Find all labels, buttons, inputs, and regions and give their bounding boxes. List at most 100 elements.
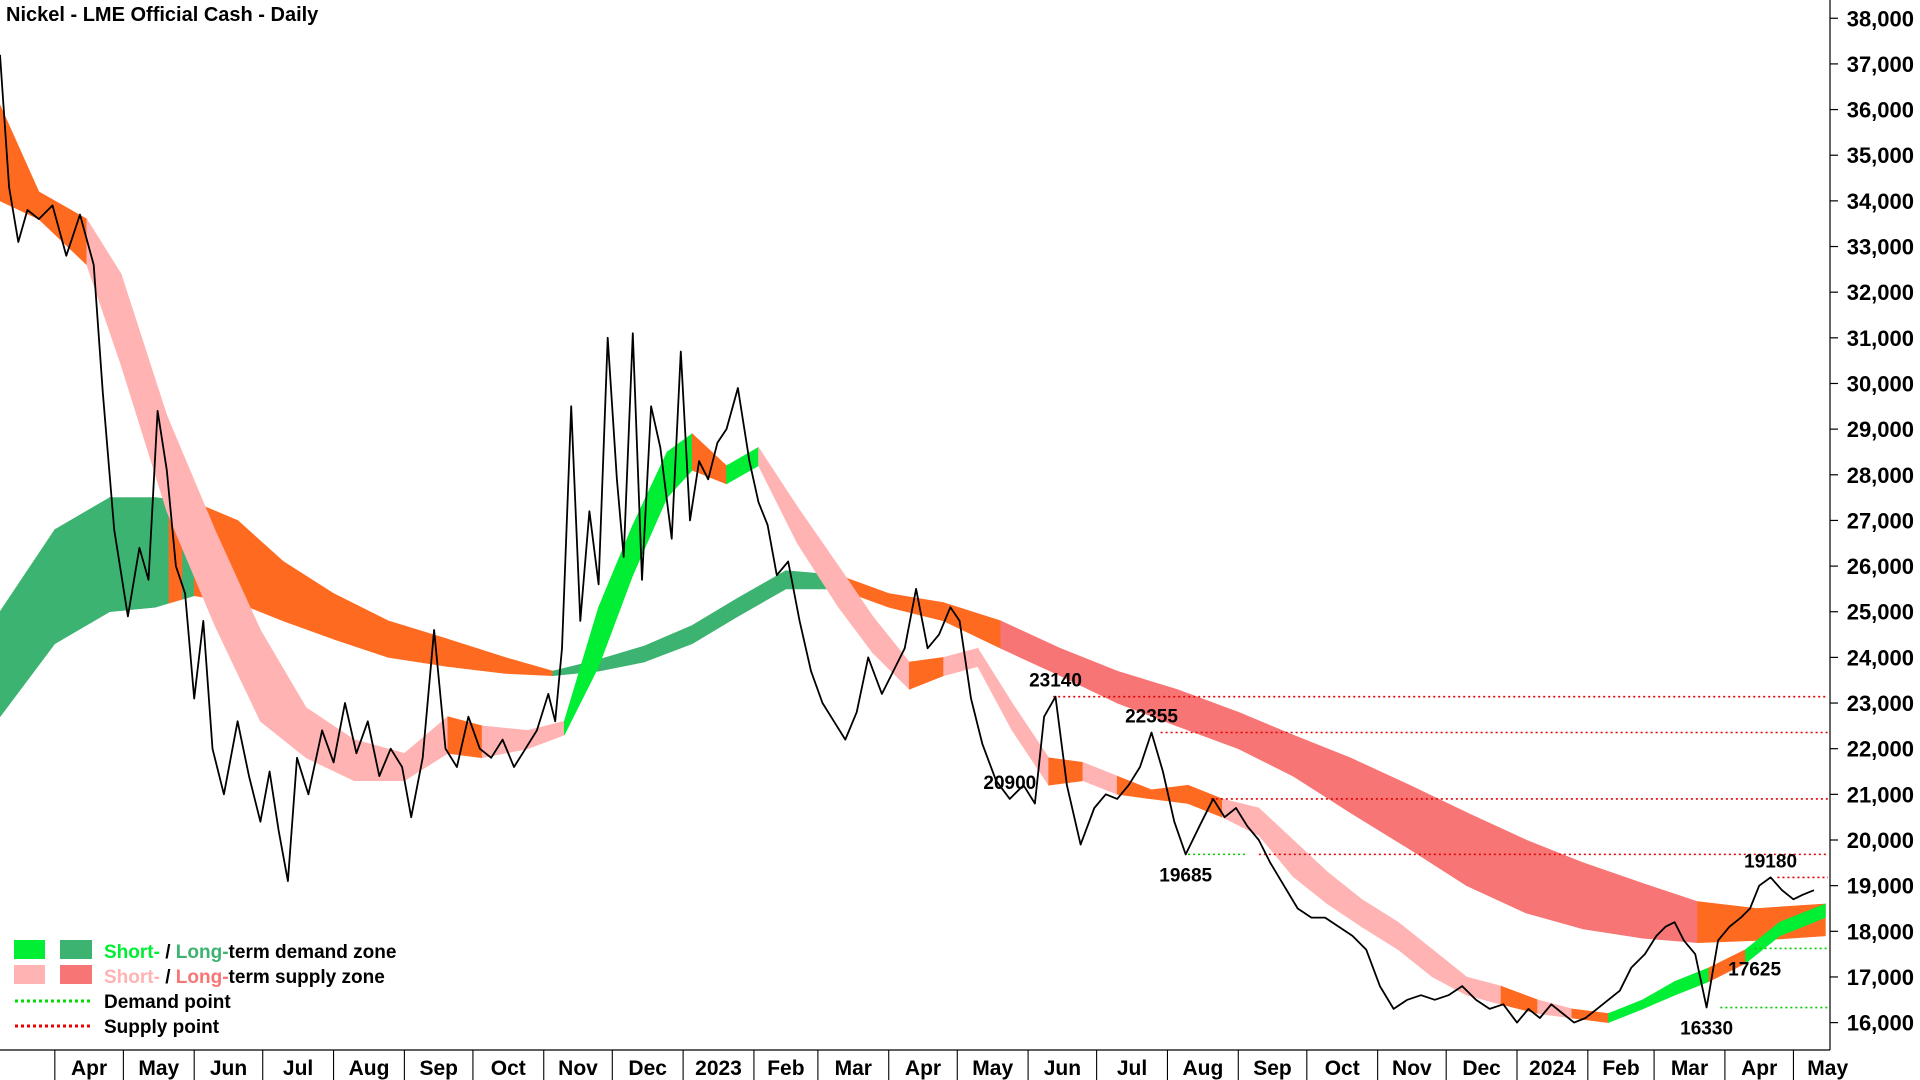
y-tick-label: 17,000: [1847, 965, 1914, 990]
short-term-zone-segment: [481, 725, 529, 759]
short-term-zone-segment: [1466, 976, 1502, 1005]
point-label: 16330: [1680, 1019, 1733, 1040]
legend-label-part: Short-: [104, 967, 160, 988]
y-tick-label: 18,000: [1847, 919, 1914, 944]
y-tick-label: 20,000: [1847, 828, 1914, 853]
x-tick-label: Oct: [1325, 1057, 1360, 1080]
long-term-zone-segment: [1349, 757, 1410, 850]
short-term-zone-segment: [86, 218, 122, 366]
long-term-zone-segment: [644, 624, 693, 663]
short-term-zone-segment: [38, 191, 88, 266]
y-tick-label: 27,000: [1847, 508, 1914, 533]
y-tick-label: 24,000: [1847, 645, 1914, 670]
legend-label: Demand point: [104, 992, 231, 1013]
short-term-zone-segment: [447, 716, 483, 759]
x-tick-label: May: [972, 1057, 1013, 1080]
legend-label-part: Demand point: [104, 992, 231, 1013]
short-term-zone-segment: [1258, 807, 1294, 878]
short-term-zone-segment: [1327, 871, 1362, 928]
long-term-zone-segment: [1525, 839, 1584, 930]
legend-label-part: term supply zone: [229, 967, 385, 988]
y-tick-label: 29,000: [1847, 417, 1914, 442]
price-line: [0, 54, 1815, 1024]
long-term-zone-segment: [283, 560, 334, 640]
short-term-zone-segment: [1642, 980, 1675, 1010]
short-term-zone-segment: [598, 524, 634, 667]
annotations-layer: 23140 22355 20900 19180 19685 17625 16330: [983, 671, 1797, 1040]
long-term-zone-segment: [0, 528, 56, 718]
point-label: 23140: [1029, 671, 1082, 692]
y-tick-label: 33,000: [1847, 235, 1914, 260]
long-term-zone-segment: [888, 593, 944, 622]
x-tick-label: Feb: [1602, 1057, 1639, 1080]
long-term-zone-segment: [1292, 734, 1351, 814]
short-term-zone-segment: [1432, 948, 1467, 996]
y-tick-label: 22,000: [1847, 737, 1914, 762]
price-line-layer: [0, 54, 1815, 1024]
long-term-zone-segment: [1409, 784, 1467, 887]
short-term-zone-segment: [1187, 784, 1223, 818]
chart-title: Nickel - LME Official Cash - Daily: [6, 4, 319, 26]
short-term-zone-segment: [943, 647, 979, 677]
x-tick-label: Oct: [491, 1057, 526, 1080]
short-term-zone-segment: [797, 505, 839, 609]
y-tick-label: 19,000: [1847, 874, 1914, 899]
legend-label-part: /: [160, 942, 176, 963]
short-term-zone-segment: [872, 615, 910, 691]
y-tick-label: 30,000: [1847, 372, 1914, 397]
y-tick-label: 21,000: [1847, 782, 1914, 807]
long-term-zone-segment: [54, 497, 110, 645]
y-tick-label: 28,000: [1847, 463, 1914, 488]
short-term-zone-segment: [0, 104, 40, 220]
short-term-zone-segment: [1082, 761, 1118, 795]
short-term-zone-segment: [1116, 775, 1152, 800]
y-tick-label: 36,000: [1847, 98, 1914, 123]
x-tick-label: Feb: [767, 1057, 804, 1080]
x-tick-label: Jun: [210, 1057, 247, 1080]
x-tick-label: Dec: [1462, 1057, 1501, 1080]
legend-label-part: Long-: [176, 942, 229, 963]
x-tick-label: May: [1807, 1057, 1848, 1080]
short-term-zone-segment: [1608, 999, 1643, 1024]
long-term-zone-segment: [1642, 882, 1698, 944]
y-tick-label: 35,000: [1847, 143, 1914, 168]
long-term-zone-segment: [1176, 688, 1239, 750]
long-term-zone-segment: [1697, 901, 1758, 944]
y-tick-label: 38,000: [1847, 6, 1914, 31]
x-tick-label: Dec: [628, 1057, 667, 1080]
short-term-zone-segment: [977, 647, 1013, 731]
long-term-zone-segment: [737, 570, 787, 617]
point-label: 19685: [1159, 865, 1212, 886]
legend-label-part: term demand zone: [229, 942, 397, 963]
long-term-zone-segment: [109, 497, 156, 613]
legend-label: Supply point: [104, 1017, 220, 1038]
legend-swatch-short: [14, 965, 45, 984]
short-term-zone-segment: [260, 628, 307, 759]
long-term-zone-segment: [691, 597, 739, 645]
x-tick-label: Nov: [558, 1057, 598, 1080]
x-tick-label: Apr: [905, 1057, 941, 1080]
supply-demand-points-layer: [1053, 695, 1828, 1009]
long-term-zone-segment: [155, 497, 170, 608]
short-term-zone-segment: [1361, 898, 1399, 951]
legend-label: Short- / Long-term demand zone: [104, 942, 396, 963]
x-tick-label: Sep: [419, 1057, 458, 1080]
x-tick-label: Apr: [71, 1057, 107, 1080]
y-tick-label: 31,000: [1847, 326, 1914, 351]
long-term-zone-segment: [1466, 812, 1527, 914]
long-term-zone-segment: [333, 593, 389, 658]
short-term-zone-segment: [1397, 921, 1433, 978]
legend-swatch-long: [60, 940, 92, 959]
x-tick-label: May: [138, 1057, 179, 1080]
point-label: 17625: [1728, 959, 1781, 980]
y-tick-label: 34,000: [1847, 189, 1914, 214]
x-tick-label: Nov: [1392, 1057, 1432, 1080]
x-tick-label: Aug: [349, 1057, 390, 1080]
short-term-zone-segment: [838, 565, 873, 654]
x-tick-label: Jul: [1117, 1057, 1147, 1080]
x-tick-label: Mar: [835, 1057, 872, 1080]
x-tick-label: 2024: [1529, 1057, 1576, 1080]
x-tick-label: Mar: [1671, 1057, 1708, 1080]
zones-layer: [0, 104, 1826, 1024]
